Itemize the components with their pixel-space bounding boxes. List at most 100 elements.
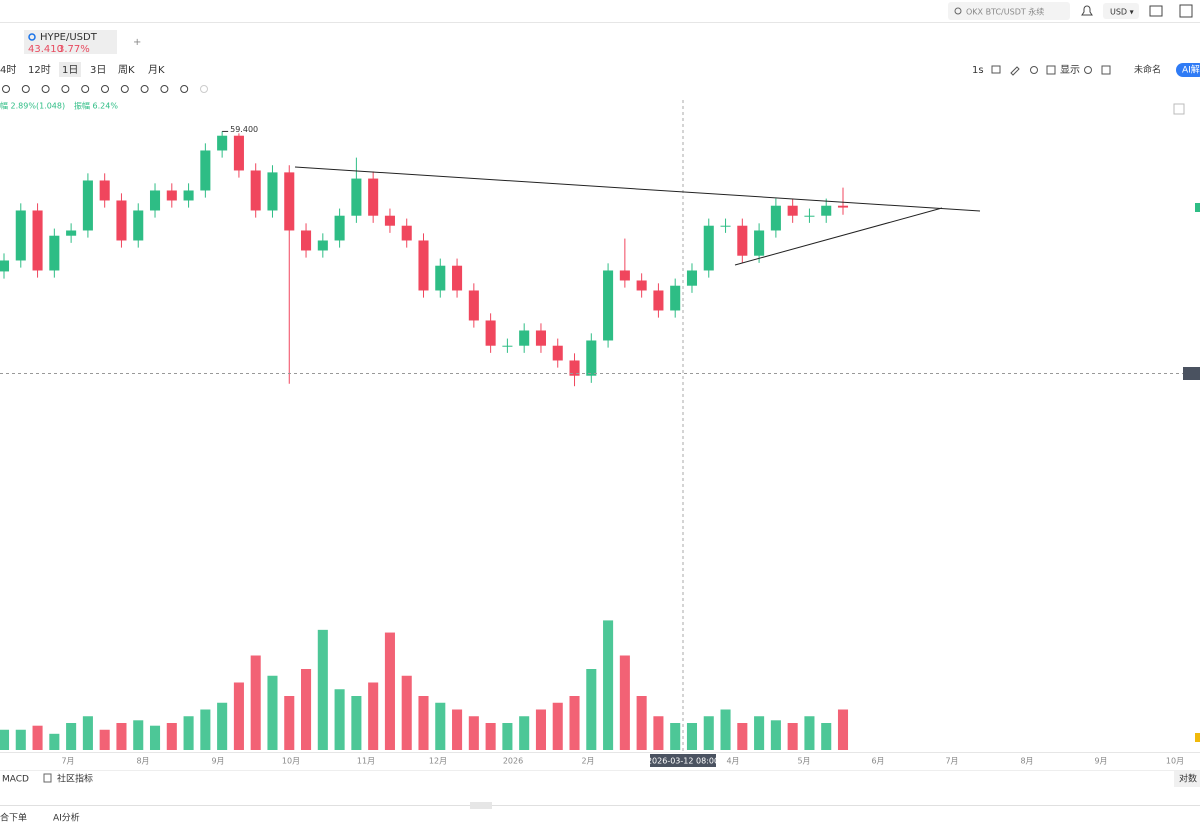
candle-body: [452, 265, 463, 291]
candle-body: [82, 180, 93, 231]
ai-button[interactable]: [1176, 63, 1200, 77]
volume-bar: [686, 723, 698, 750]
currency-select[interactable]: [1103, 3, 1139, 19]
currency-text[interactable]: USD ▾: [1110, 8, 1134, 17]
symbol-name[interactable]: HYPE/USDT: [40, 32, 98, 43]
interval-button[interactable]: 1日: [62, 65, 78, 76]
log-button[interactable]: [1174, 771, 1200, 787]
tool-icon[interactable]: [81, 85, 90, 93]
tool-icon[interactable]: [21, 85, 30, 93]
tool-icon[interactable]: [160, 85, 169, 93]
symbol-change: 3.77%: [58, 44, 90, 55]
interval-button[interactable]: 4时: [0, 64, 16, 76]
volume-bar: [485, 723, 496, 750]
trendline-upper[interactable]: [294, 166, 981, 212]
candle-body: [435, 265, 446, 291]
volume-bar: [82, 716, 93, 750]
candle-body: [619, 270, 630, 281]
volume-bar: [317, 629, 328, 750]
layout-name[interactable]: 未命名: [1134, 64, 1161, 76]
interval-active: [59, 62, 81, 77]
tool-icon[interactable]: [120, 85, 129, 93]
volume-bar: [653, 716, 664, 750]
tool-icon[interactable]: [101, 85, 109, 93]
info-change: 幅 2.89%(1.048): [0, 101, 65, 111]
x-axis-label: 2026: [503, 757, 523, 766]
candle-body: [754, 230, 765, 256]
volume-bar: [368, 682, 379, 750]
volume-bar: [133, 720, 144, 750]
candle-body: [418, 240, 429, 291]
community-tab[interactable]: 社区指标: [57, 773, 93, 785]
volume-bar: [284, 696, 295, 750]
add-tab[interactable]: +: [133, 37, 141, 48]
interval-button[interactable]: 月K: [148, 64, 165, 76]
search-text[interactable]: OKX BTC/USDT 永续: [966, 7, 1044, 17]
x-axis-label: 12月: [429, 757, 447, 766]
mail-icon[interactable]: [1149, 5, 1163, 17]
search-box[interactable]: [948, 2, 1070, 20]
tool-icon[interactable]: [180, 85, 189, 93]
volume-bar: [149, 725, 161, 750]
window-icon[interactable]: [1179, 4, 1193, 18]
interval-button[interactable]: 周K: [118, 64, 135, 76]
pen-icon[interactable]: [1010, 66, 1020, 76]
candle-body: [250, 170, 261, 211]
order-tab[interactable]: 合下单: [0, 812, 27, 824]
top-bar: [0, 0, 1200, 22]
candle-body: [317, 240, 328, 251]
expand-icon[interactable]: [1173, 103, 1185, 115]
x-axis-label: 7月: [945, 757, 958, 766]
candle-body: [686, 270, 698, 286]
collapse-handle[interactable]: [470, 802, 492, 809]
fullscreen-icon[interactable]: [1101, 65, 1111, 75]
display-icon[interactable]: [1046, 65, 1056, 75]
macd-tab[interactable]: MACD: [2, 775, 29, 785]
display-button[interactable]: 显示: [1060, 64, 1080, 76]
log-button-text[interactable]: 对数: [1179, 773, 1197, 785]
tool-icon[interactable]: [200, 85, 208, 93]
volume-bar: [66, 723, 77, 750]
candle-body: [49, 235, 60, 271]
x-axis-label: 7月: [61, 757, 74, 766]
candle-body: [233, 135, 244, 171]
x-axis-label: 8月: [1020, 757, 1033, 766]
volume-bar: [384, 632, 395, 750]
volume-bar: [468, 716, 479, 750]
volume-bar: [821, 723, 832, 750]
interval-button[interactable]: 3日: [90, 65, 106, 76]
tool-icon[interactable]: [2, 85, 10, 93]
candle-body: [166, 190, 177, 201]
candle-body: [552, 345, 563, 361]
bell-icon[interactable]: [1081, 5, 1093, 16]
ai-button-text[interactable]: AI解: [1182, 64, 1200, 76]
high-annotation: 59.400: [230, 125, 258, 134]
x-axis-label: 8月: [136, 757, 149, 766]
crosshair-price-tag: [1183, 367, 1200, 380]
candle-body: [401, 225, 412, 241]
volume-bar: [233, 682, 244, 750]
volume-bar: [502, 723, 513, 750]
candle-body: [0, 260, 10, 272]
camera-icon[interactable]: [991, 65, 1001, 74]
symbol-tab[interactable]: [24, 30, 117, 54]
tool-icon[interactable]: [41, 85, 50, 93]
candle-body: [603, 270, 614, 341]
candle-body: [183, 190, 194, 201]
refresh-icon[interactable]: [1030, 66, 1038, 74]
trendline-lower[interactable]: [734, 207, 943, 266]
candle-body: [284, 172, 295, 231]
volume-bar: [267, 675, 278, 750]
volume-bar: [636, 696, 647, 750]
candle-body: [821, 205, 832, 216]
ai-analysis-tab[interactable]: AI分析: [53, 812, 80, 824]
volume-bar: [569, 696, 580, 750]
tool-icon[interactable]: [61, 85, 70, 93]
volume-bar: [452, 709, 463, 750]
interval-1s[interactable]: 1s: [972, 65, 984, 76]
x-axis-label: 5月: [797, 757, 810, 766]
settings-icon[interactable]: [1084, 66, 1092, 74]
tool-icon[interactable]: [140, 85, 149, 93]
interval-button[interactable]: 12时: [28, 64, 51, 76]
volume-bar: [586, 669, 597, 750]
